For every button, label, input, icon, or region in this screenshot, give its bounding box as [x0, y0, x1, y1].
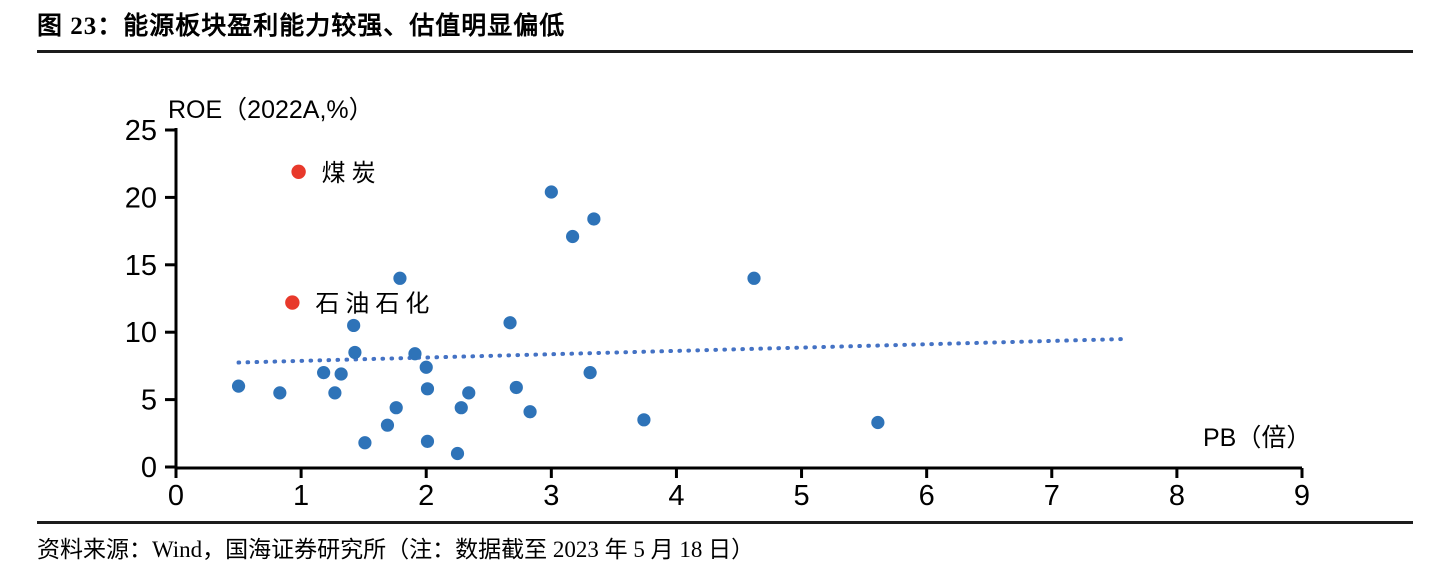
x-tick-label: 3 [543, 480, 559, 512]
y-tick-label: 5 [141, 385, 157, 417]
data-point [231, 379, 246, 393]
energy-point [285, 295, 300, 310]
x-tick-label: 5 [793, 480, 809, 512]
y-tick-label: 25 [125, 115, 157, 147]
y-tick-label: 0 [141, 452, 157, 484]
x-tick-label: 4 [668, 480, 684, 512]
x-tick-label: 0 [168, 480, 184, 512]
data-point [317, 366, 331, 380]
y-tick-label: 20 [125, 182, 157, 214]
data-point [462, 386, 476, 400]
figure-caption: 图 23：能源板块盈利能力较强、估值明显偏低 [37, 13, 566, 40]
x-tick-label: 7 [1044, 480, 1060, 512]
x-tick-label: 6 [919, 480, 935, 512]
data-point [587, 212, 601, 226]
data-point [509, 380, 523, 395]
data-point [566, 229, 580, 244]
energy-point-label: 石油石化 [315, 291, 435, 318]
energy-point [291, 164, 306, 179]
data-point [523, 405, 537, 419]
data-point [583, 366, 597, 380]
energy-point-label: 煤炭 [322, 160, 382, 187]
data-point [389, 401, 403, 415]
data-point [334, 367, 348, 381]
x-tick-label: 2 [418, 480, 434, 512]
y-tick-label: 10 [125, 317, 157, 349]
data-point [454, 401, 468, 415]
data-point [347, 318, 361, 333]
y-axis-title: ROE（2022A,%） [168, 96, 374, 124]
data-point [450, 446, 465, 461]
data-point [408, 347, 422, 361]
caption-underline [37, 50, 1413, 53]
data-point [637, 413, 651, 427]
data-point [420, 434, 435, 448]
data-point [871, 415, 885, 430]
source-note: 资料来源：Wind，国海证券研究所（注：数据截至 2023 年 5 月 18 日… [37, 537, 755, 562]
x-tick-label: 1 [293, 480, 309, 512]
x-axis-title: PB（倍） [1203, 424, 1312, 452]
data-point [348, 345, 362, 360]
scatter-chart: ROE（2022A,%） PB（倍） 0 5 10 15 20 25 0 1 2 3 4 5 6 7 8 9 煤… [0, 54, 1450, 520]
data-point [420, 382, 435, 396]
x-tick-label: 8 [1169, 480, 1185, 512]
trendline [236, 336, 1129, 365]
data-point [328, 386, 342, 400]
footer-divider [37, 521, 1413, 524]
data-point [747, 271, 761, 285]
data-point [273, 386, 287, 400]
data-point [393, 271, 407, 285]
data-point [544, 185, 558, 199]
data-point [358, 436, 372, 450]
y-tick-label: 15 [125, 250, 157, 282]
x-tick-label: 9 [1294, 480, 1310, 512]
data-point [419, 360, 433, 374]
data-point [503, 316, 517, 330]
data-point [380, 418, 395, 432]
